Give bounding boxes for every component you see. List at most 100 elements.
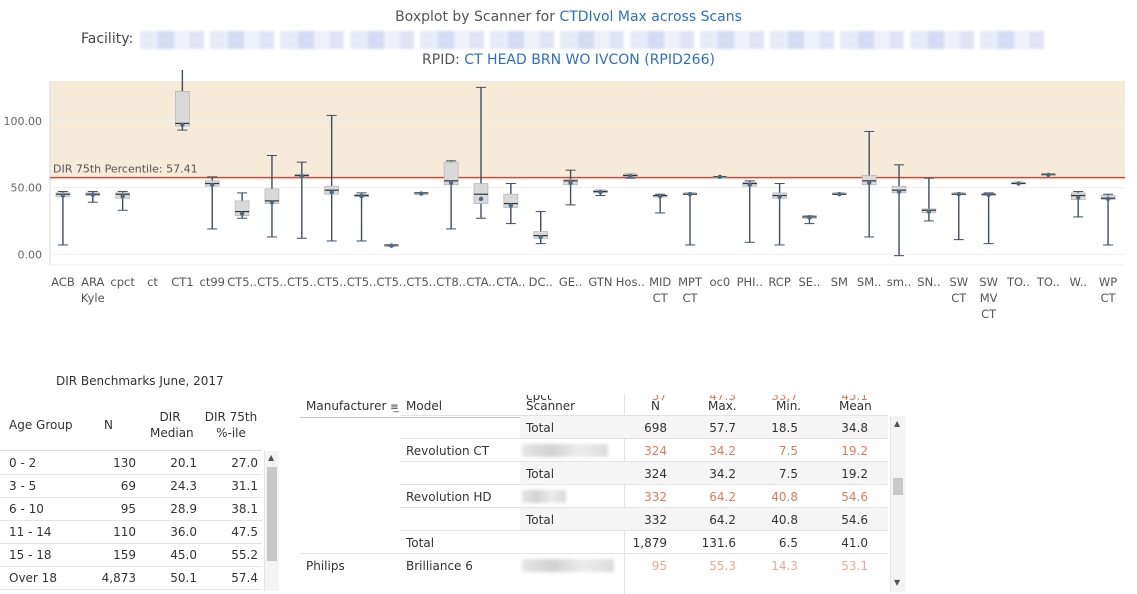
x-tick-label: CTA.. [496, 275, 525, 289]
scanner-row[interactable]: cpct 57 47.3 33.7 45.1 [300, 395, 888, 416]
col-dir-median-line1: DIR [159, 410, 181, 424]
benchmarks-scrollbar[interactable]: ▲ [264, 451, 279, 591]
n-cell: 1,879 [632, 536, 667, 550]
row-divider [300, 553, 400, 554]
x-tick-label: Kyle [81, 291, 105, 305]
x-tick-label: ARA [81, 275, 104, 289]
sort-icon[interactable]: ≡̲ [390, 402, 399, 413]
mean-cell: 45.1 [841, 395, 868, 403]
col-max[interactable]: Max. [708, 399, 737, 413]
data-point [986, 192, 991, 198]
scanner-row[interactable]: Philips Brilliance 6 95 55.3 14.3 53.1 [300, 554, 888, 577]
col-scanner[interactable]: Scanner [526, 399, 576, 413]
benchmarks-scroll-thumb[interactable] [267, 467, 277, 561]
scroll-down-arrow-icon[interactable]: ▼ [894, 578, 901, 587]
box [175, 91, 190, 127]
median-cell: 36.0 [170, 525, 197, 539]
scanner-row[interactable]: Total 1,879 131.6 6.5 41.0 [300, 531, 888, 554]
x-tick-label: CT5.. [347, 275, 377, 289]
n-cell: 4,873 [101, 571, 136, 585]
x-tick-label: PHI.. [737, 275, 763, 289]
data-point [1046, 172, 1051, 178]
data-point [389, 243, 394, 248]
data-point [299, 173, 305, 179]
col-n[interactable]: N [104, 418, 113, 432]
scanner-row[interactable]: Total 324 34.2 7.5 19.2 [300, 462, 888, 485]
n-cell: 332 [644, 513, 667, 527]
col-dir-75th[interactable]: DIR 75th %-ile [203, 409, 259, 441]
data-point [628, 173, 633, 179]
x-tick-label: CT [682, 291, 698, 305]
x-tick-label: MPT [678, 275, 703, 289]
col-dir-median[interactable]: DIR Median [150, 409, 194, 441]
y-tick-label: 100.00 [4, 115, 43, 128]
benchmark-row: 6 - 10 95 28.9 38.1 [0, 497, 262, 521]
min-cell: 40.8 [771, 490, 798, 504]
x-tick-label: SE.. [799, 275, 821, 289]
row-divider [400, 438, 888, 439]
x-tick-label: SM [831, 275, 848, 289]
col-age-group[interactable]: Age Group [9, 418, 73, 432]
scroll-up-arrow-icon[interactable]: ▲ [894, 419, 901, 428]
row-divider [400, 415, 888, 416]
x-tick-label: CT5.. [406, 275, 436, 289]
x-tick-label: SW [949, 275, 968, 289]
data-point [419, 191, 424, 196]
max-cell: 55.3 [709, 559, 736, 573]
x-tick-label: CT [653, 291, 669, 305]
scroll-up-arrow-icon[interactable]: ▲ [268, 453, 275, 462]
scanner-row[interactable]: Total 698 57.7 18.5 34.8 [300, 416, 888, 439]
scanner-scroll-thumb[interactable] [893, 478, 903, 495]
mean-cell: 19.2 [841, 467, 868, 481]
rpid-value[interactable]: CT HEAD BRN WO IVCON (RPID266) [464, 52, 715, 68]
n-cell: 130 [113, 456, 136, 470]
x-tick-label: SW [979, 275, 998, 289]
data-point [508, 203, 514, 208]
n-cell: 698 [644, 421, 667, 435]
scanner-row[interactable]: Revolution CT 324 34.2 7.5 19.2 [300, 439, 888, 462]
model-cell: Brilliance 6 [406, 559, 473, 573]
data-point [1016, 181, 1021, 186]
col-mean[interactable]: Mean [839, 399, 872, 413]
data-point [837, 192, 842, 197]
col-model[interactable]: Model [406, 399, 443, 413]
scanner-cell: Total [526, 513, 555, 527]
x-tick-label: CTA.. [466, 275, 495, 289]
data-point [807, 215, 812, 220]
scanner-table-scrollbar[interactable]: ▲ ▼ [890, 416, 905, 592]
col-min[interactable]: Min. [776, 399, 802, 413]
box [473, 183, 489, 204]
data-point [448, 180, 454, 186]
col-n[interactable]: N [651, 399, 660, 413]
x-tick-label: SM.. [857, 275, 882, 289]
data-point [687, 192, 693, 197]
n-cell: 57 [651, 395, 667, 403]
scanner-row[interactable]: Total 332 64.2 40.8 54.6 [300, 508, 888, 531]
benchmark-row: Over 18 4,873 50.1 57.4 [0, 566, 262, 590]
median-cell: 50.1 [170, 571, 197, 585]
boxplot-chart[interactable]: 0.00 50.00 100.00 DIR 75th Percentile: 57.4… [0, 70, 1137, 332]
x-tick-label: SN.. [917, 275, 940, 289]
col-dir-75th-line2: %-ile [216, 426, 246, 440]
chart-title-metric[interactable]: CTDIvol Max across Scans [559, 9, 742, 25]
rpid-prefix: RPID: [422, 52, 465, 68]
max-cell: 34.2 [709, 467, 736, 481]
row-divider [400, 553, 888, 554]
benchmarks-title: DIR Benchmarks June, 2017 [56, 374, 224, 388]
facility-value-redacted [140, 31, 1047, 49]
col-manufacturer[interactable]: Manufacturer ≡̲ [306, 399, 399, 413]
min-cell: 7.5 [778, 444, 798, 458]
min-cell: 18.5 [771, 421, 798, 435]
n-cell: 69 [120, 479, 136, 493]
scanner-row[interactable]: Revolution HD 332 64.2 40.8 54.6 [300, 485, 888, 508]
data-point [598, 190, 603, 195]
p75-cell: 57.4 [231, 571, 258, 585]
x-tick-label: GTN [588, 275, 612, 289]
x-tick-label: WP [1099, 275, 1117, 289]
p75-cell: 47.5 [231, 525, 258, 539]
column-divider [624, 395, 625, 594]
data-point [866, 180, 872, 186]
row-divider [400, 507, 888, 508]
col-dir-median-line2: Median [150, 426, 194, 440]
reference-line-label: DIR 75th Percentile: 57.41 [53, 163, 198, 176]
